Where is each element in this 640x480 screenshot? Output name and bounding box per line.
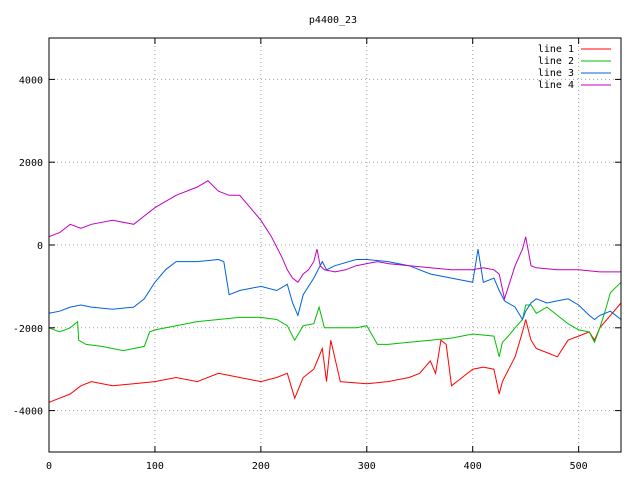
y-tick-label: -2000 bbox=[13, 324, 43, 335]
series-line-1 bbox=[48, 302, 622, 403]
x-tick-label: 0 bbox=[46, 461, 52, 472]
x-tick-label: 400 bbox=[464, 461, 482, 472]
plot-frame bbox=[48, 37, 622, 453]
series-lines bbox=[48, 180, 622, 403]
series-line-2 bbox=[48, 281, 622, 357]
y-tick-label: -4000 bbox=[13, 407, 43, 418]
x-tick-label: 500 bbox=[570, 461, 588, 472]
x-tick-label: 100 bbox=[146, 461, 164, 472]
y-tick-label: 2000 bbox=[19, 158, 43, 169]
series-line-3 bbox=[48, 249, 622, 321]
legend-label: line 4 bbox=[538, 80, 574, 91]
legend-label: line 3 bbox=[538, 68, 574, 79]
y-tick-label: 0 bbox=[37, 241, 43, 252]
grid-lines bbox=[49, 38, 621, 452]
x-tick-label: 200 bbox=[252, 461, 270, 472]
chart-title: p4400_23 bbox=[309, 15, 357, 26]
legend-label: line 2 bbox=[538, 56, 574, 67]
x-tick-label: 300 bbox=[358, 461, 376, 472]
tick-labels: 0 100 200 300 400 500 -4000 -2000 0 2000 4000 bbox=[13, 38, 621, 472]
series-line-4 bbox=[48, 180, 621, 301]
y-tick-label: 4000 bbox=[19, 75, 43, 86]
legend-label: line 1 bbox=[538, 44, 574, 55]
